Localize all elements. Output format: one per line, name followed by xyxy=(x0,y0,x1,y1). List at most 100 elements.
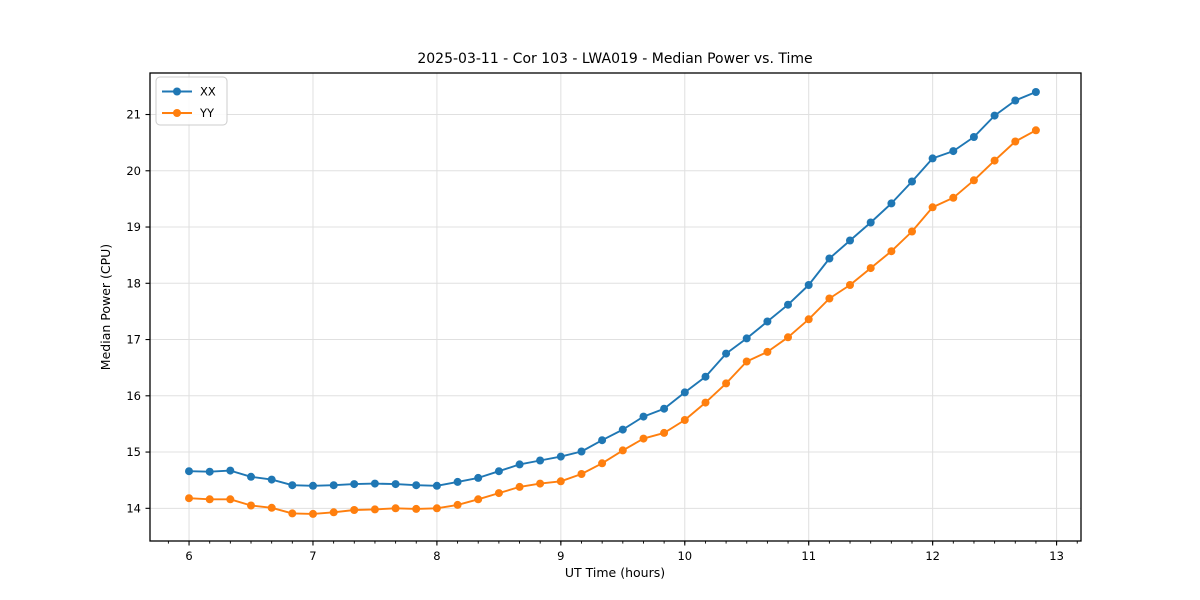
series-YY-point-38 xyxy=(969,176,978,185)
series-YY-point-4 xyxy=(267,503,276,512)
series-YY-point-9 xyxy=(370,505,379,514)
series-XX-point-1 xyxy=(205,467,214,476)
series-XX-point-28 xyxy=(763,317,772,326)
x-tick-label-13: 13 xyxy=(1049,549,1064,563)
series-XX-point-4 xyxy=(267,475,276,484)
y-tick-label-16: 16 xyxy=(126,389,141,403)
series-YY-point-3 xyxy=(247,501,255,510)
series-YY-point-21 xyxy=(618,446,627,455)
series-XX-point-13 xyxy=(453,477,462,486)
grid-layer xyxy=(150,73,1081,541)
legend-marker-YY xyxy=(173,109,181,117)
series-XX-point-29 xyxy=(784,300,792,309)
series-XX-point-21 xyxy=(618,425,627,434)
series-YY-point-35 xyxy=(908,227,916,236)
series-YY-point-33 xyxy=(866,264,875,273)
series-XX-point-23 xyxy=(660,404,669,413)
series-YY-point-36 xyxy=(928,203,937,212)
series-XX-point-10 xyxy=(391,480,400,489)
series-XX-point-3 xyxy=(247,472,255,481)
x-tick-label-12: 12 xyxy=(925,549,940,563)
y-tick-label-21: 21 xyxy=(126,108,141,122)
series-YY-point-1 xyxy=(205,495,214,504)
series-XX-point-26 xyxy=(722,349,731,358)
series-XX-point-19 xyxy=(577,447,586,456)
y-tick-label-18: 18 xyxy=(126,276,141,290)
x-tick-label-11: 11 xyxy=(801,549,816,563)
series-layer xyxy=(185,88,1040,518)
series-XX-point-16 xyxy=(515,460,524,469)
series-YY-point-5 xyxy=(288,509,297,518)
series-YY-point-10 xyxy=(391,504,400,513)
chart-title: 2025-03-11 - Cor 103 - LWA019 - Median P… xyxy=(417,51,812,67)
series-XX-point-2 xyxy=(226,466,235,475)
series-YY-point-26 xyxy=(722,379,731,388)
x-axis-label: UT Time (hours) xyxy=(565,565,665,580)
series-YY-point-11 xyxy=(412,504,421,513)
series-XX-point-18 xyxy=(556,452,565,461)
legend-label-XX: XX xyxy=(200,85,216,99)
series-XX-point-31 xyxy=(825,254,834,263)
series-YY-point-18 xyxy=(556,477,565,486)
x-tick-label-10: 10 xyxy=(677,549,692,563)
series-YY-point-8 xyxy=(350,506,359,514)
series-XX-point-22 xyxy=(639,412,648,421)
series-YY-point-14 xyxy=(474,495,483,504)
series-YY-point-20 xyxy=(598,459,607,468)
legend: XX YY xyxy=(155,76,228,126)
series-YY-point-25 xyxy=(701,398,710,407)
series-XX-point-6 xyxy=(309,481,317,490)
series-XX-point-14 xyxy=(474,473,483,482)
series-YY-point-34 xyxy=(887,247,896,256)
legend-label-YY: YY xyxy=(199,106,215,120)
series-XX-point-30 xyxy=(804,281,813,289)
series-XX-point-9 xyxy=(370,479,379,488)
series-YY-point-39 xyxy=(990,156,999,165)
series-YY-point-30 xyxy=(804,315,813,324)
series-XX-point-40 xyxy=(1011,96,1020,105)
y-tick-label-19: 19 xyxy=(126,220,141,234)
series-XX-point-39 xyxy=(990,111,999,120)
series-YY-point-7 xyxy=(329,508,338,517)
series-YY-point-27 xyxy=(742,357,751,366)
y-tick-label-15: 15 xyxy=(126,445,141,459)
legend-box xyxy=(155,76,228,126)
series-YY-point-32 xyxy=(846,281,854,289)
y-tick-label-14: 14 xyxy=(126,501,141,515)
series-YY-point-17 xyxy=(536,479,545,488)
series-XX-point-20 xyxy=(598,436,607,445)
series-XX-point-17 xyxy=(536,456,545,465)
series-XX-point-33 xyxy=(866,218,875,227)
y-tick-label-20: 20 xyxy=(126,164,141,178)
series-XX-point-25 xyxy=(701,372,710,381)
series-XX-point-7 xyxy=(329,481,338,490)
series-YY-point-6 xyxy=(309,509,317,518)
series-YY-point-2 xyxy=(226,495,235,504)
series-XX-line xyxy=(188,91,1037,487)
series-YY-point-13 xyxy=(453,500,462,509)
series-YY-point-23 xyxy=(660,428,669,437)
series-YY-point-22 xyxy=(639,434,648,443)
series-XX-point-5 xyxy=(288,481,297,490)
series-YY-point-16 xyxy=(515,482,524,491)
series-XX-point-36 xyxy=(928,154,937,163)
series-YY-point-12 xyxy=(432,504,441,513)
x-tick-label-7: 7 xyxy=(309,549,316,563)
series-XX-point-37 xyxy=(949,147,958,156)
series-XX-point-8 xyxy=(350,480,359,489)
series-YY-point-29 xyxy=(784,333,792,342)
tick-layer: 6 7 8 9 10 11 12 13 14 15 16 17 18 19 20 21 xyxy=(126,108,1078,563)
series-YY-point-41 xyxy=(1031,126,1040,135)
series-XX-point-15 xyxy=(494,467,503,476)
series-YY-point-40 xyxy=(1011,137,1020,146)
series-XX-point-35 xyxy=(908,177,916,186)
y-axis-label: Median Power (CPU) xyxy=(98,244,113,370)
axes-frame xyxy=(149,72,1082,542)
series-XX-point-41 xyxy=(1031,88,1040,96)
legend-marker-XX xyxy=(173,87,181,96)
x-tick-label-6: 6 xyxy=(185,549,192,563)
series-XX-point-12 xyxy=(432,481,441,490)
series-YY-point-28 xyxy=(763,347,772,356)
